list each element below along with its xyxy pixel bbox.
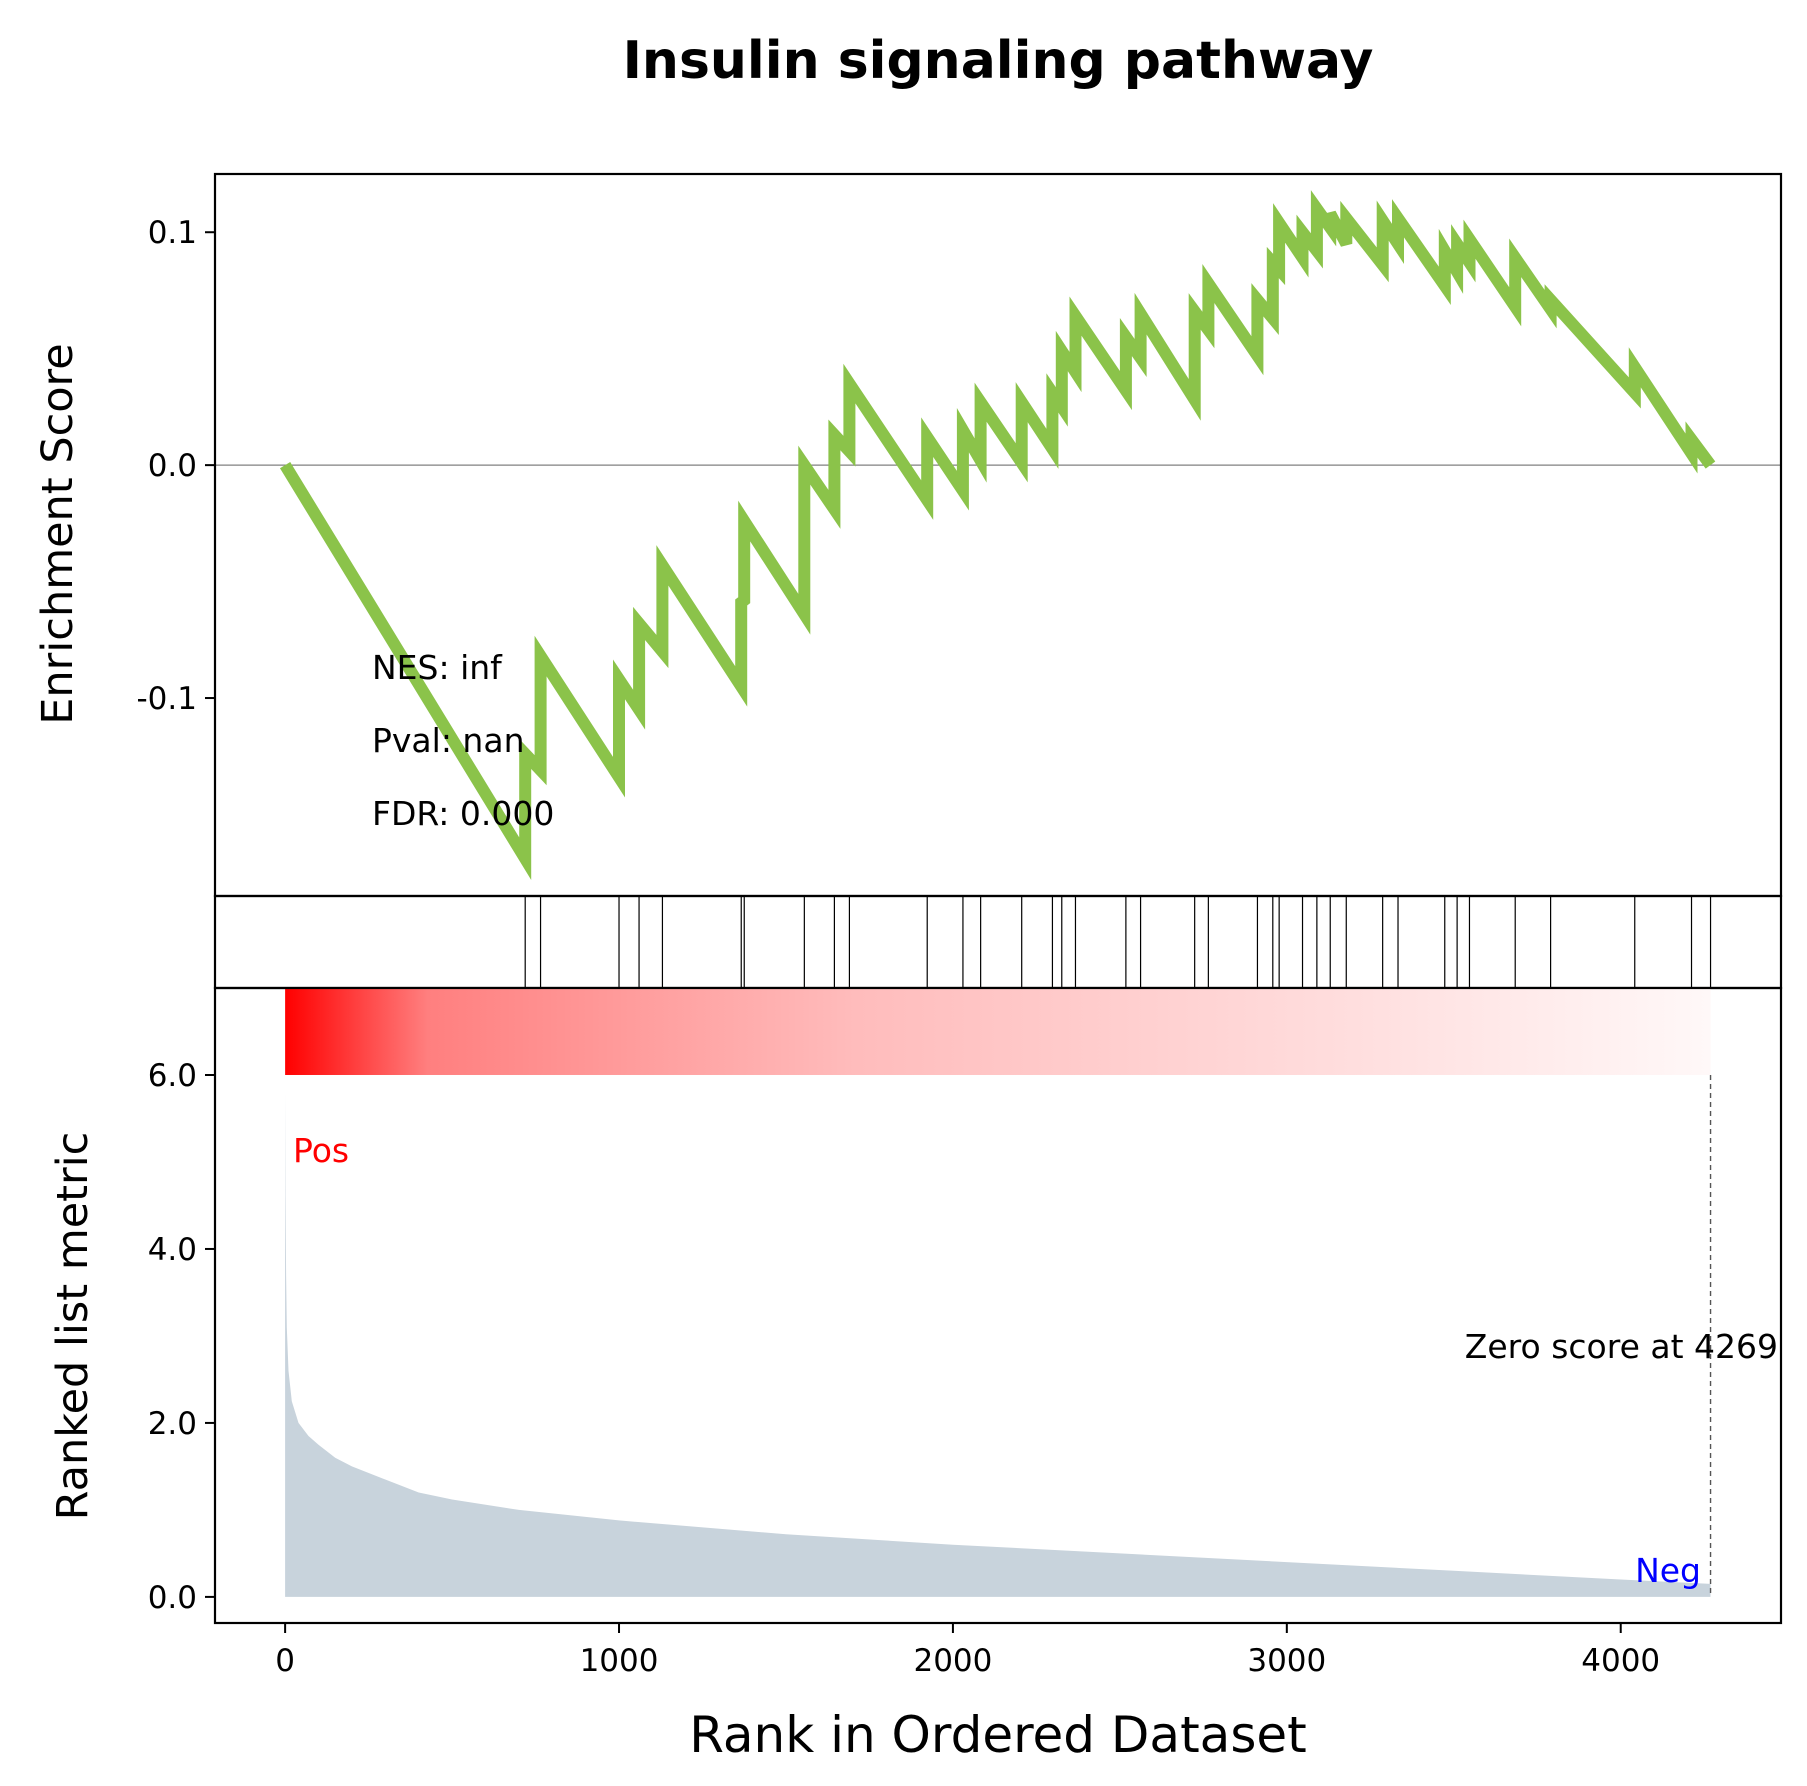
neg-label: Neg xyxy=(1635,1551,1701,1590)
chart-title: Insulin signaling pathway xyxy=(623,31,1374,91)
metric-ytick-label: 2.0 xyxy=(148,1406,197,1442)
x-tick-label: 1000 xyxy=(580,1643,659,1679)
rank-gradient-bar xyxy=(285,988,1711,1075)
es-ytick-label: -0.1 xyxy=(137,681,198,717)
pos-label: Pos xyxy=(293,1131,349,1170)
metric-axes-frame xyxy=(213,986,1783,1625)
zero-score-label: Zero score at 4269 xyxy=(1465,1327,1778,1366)
metric-ytick-label: 0.0 xyxy=(148,1580,197,1616)
enrichment-score-line xyxy=(279,190,1716,881)
metric-ylabel: Ranked list metric xyxy=(48,1132,98,1521)
pval-annotation: Pval: nan xyxy=(372,721,524,760)
es-ytick-label: 0.1 xyxy=(148,215,197,251)
metric-ytick-label: 4.0 xyxy=(148,1232,197,1268)
es-axes-frame xyxy=(213,172,1783,898)
metric-ytick-label: 6.0 xyxy=(148,1058,197,1094)
ranked-metric-area xyxy=(285,1092,1711,1597)
hits-panel xyxy=(213,894,1783,990)
x-tick-label: 3000 xyxy=(1247,1643,1326,1679)
fdr-annotation: FDR: 0.000 xyxy=(372,794,554,833)
hit-lines xyxy=(524,896,1712,988)
x-tick-group: 0 1000 2000 3000 4000 xyxy=(275,1623,1660,1679)
x-axis-label: Rank in Ordered Dataset xyxy=(689,1706,1306,1764)
nes-annotation: NES: inf xyxy=(372,648,503,687)
metric-panel: Pos Neg Zero score at 4269 0.02.04.06.0 … xyxy=(48,986,1783,1625)
es-ytick-label: 0.0 xyxy=(148,448,197,484)
es-tick-group: 0.1 0.0 -0.1 xyxy=(137,215,215,717)
x-tick-label: 4000 xyxy=(1581,1643,1660,1679)
es-ylabel: Enrichment Score xyxy=(33,343,83,725)
enrichment-panel: 0.1 0.0 -0.1 NES: inf Pval: nan FDR: 0.000… xyxy=(33,172,1783,898)
x-tick-label: 2000 xyxy=(913,1643,992,1679)
hits-axes-frame xyxy=(213,894,1783,990)
metric-tick-group: 0.0 2.0 4.0 6.0 xyxy=(148,1058,215,1616)
x-tick-label: 0 xyxy=(275,1643,295,1679)
